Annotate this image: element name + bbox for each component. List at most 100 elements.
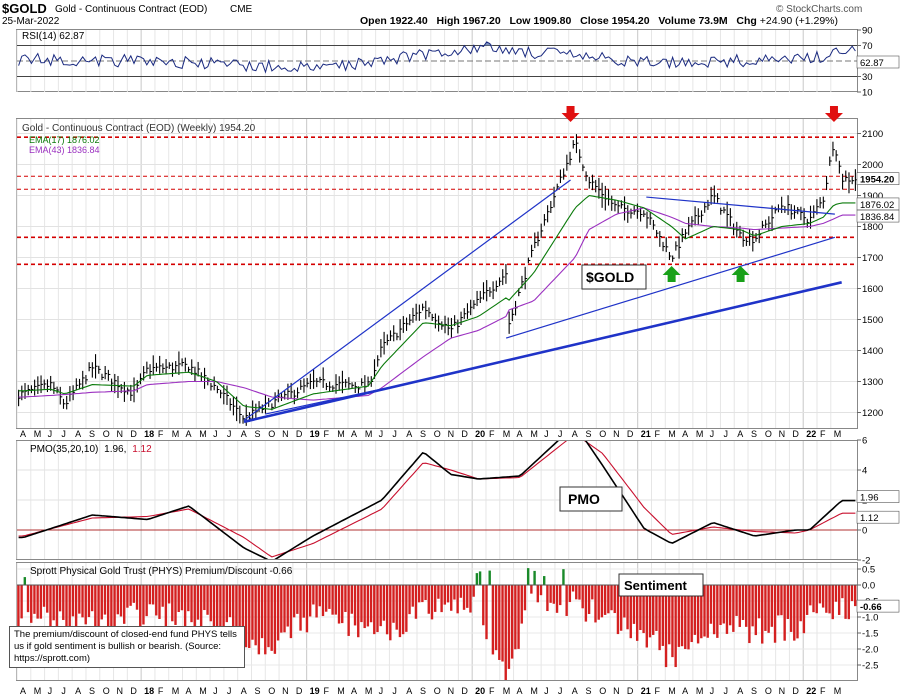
sentiment-bar: [302, 585, 305, 618]
sentiment-bar: [706, 585, 709, 638]
sentiment-bar: [196, 585, 200, 620]
sentiment-bar: [581, 585, 584, 609]
price-bar: [787, 195, 791, 216]
sentiment-bar: [732, 585, 735, 632]
sentiment-bar: [584, 585, 588, 622]
sentiment-bar: [23, 577, 27, 585]
price-bar: [377, 355, 380, 367]
sentiment-bar: [206, 585, 209, 615]
sentiment-bar: [507, 585, 511, 669]
sentiment-bar: [145, 585, 148, 617]
x-axis-label: N: [282, 429, 289, 439]
price-bar: [30, 385, 34, 394]
rsi-panel: [17, 41, 857, 77]
x-axis-label: N: [779, 686, 786, 696]
stockcharts-credit: © StockCharts.com: [776, 4, 863, 15]
x-axis-label: J: [710, 429, 715, 439]
x-axis-label: J: [544, 686, 549, 696]
sentiment-bar: [148, 585, 152, 605]
sentiment-bar: [440, 585, 443, 613]
price-bar: [415, 303, 419, 321]
x-axis-label: M: [696, 429, 704, 439]
price-bar: [447, 317, 451, 336]
sentiment-bar: [155, 585, 158, 616]
price-bar: [595, 179, 598, 193]
open-value: 1922.40: [389, 15, 428, 27]
x-axis-label: A: [517, 686, 523, 696]
sentiment-bar: [812, 585, 815, 613]
sentiment-bar: [703, 585, 706, 637]
price-bar: [258, 401, 262, 413]
x-axis-label: M: [172, 429, 180, 439]
sentiment-bar: [802, 585, 806, 634]
sentiment-bar: [312, 585, 315, 605]
sentiment-bar: [17, 585, 20, 629]
sentiment-bar: [126, 585, 129, 608]
price-bar: [829, 156, 832, 166]
sentiment-bar: [321, 585, 325, 617]
x-axis-label: S: [586, 429, 592, 439]
sentiment-bar: [539, 585, 543, 596]
price-bar: [591, 174, 595, 191]
price-bar: [72, 385, 76, 401]
price-bar: [91, 362, 95, 378]
sentiment-bar: [568, 585, 572, 603]
sentiment-bar: [571, 585, 575, 592]
price-bar: [94, 354, 98, 379]
x-axis-label: M: [503, 429, 511, 439]
price-bar: [40, 375, 44, 394]
pmo-legend-value: 1.96,: [104, 444, 126, 455]
sentiment-bar: [292, 585, 296, 618]
sentiment-bar: [847, 585, 850, 620]
price-bar: [643, 210, 646, 218]
sentiment-bar: [94, 585, 97, 627]
price-bar: [309, 373, 313, 390]
x-axis-label: D: [792, 686, 799, 696]
x-axis-label: J: [227, 686, 232, 696]
sentiment-bar: [764, 585, 767, 631]
sentiment-bar: [392, 585, 395, 623]
sentiment-bar: [809, 585, 812, 606]
price-value-tag: 1954.20: [860, 175, 894, 186]
sentiment-bar: [485, 585, 488, 640]
sentiment-bar: [853, 585, 857, 607]
sentiment-bar: [761, 585, 764, 644]
price-bar: [585, 171, 589, 182]
sentiment-panel: [17, 568, 857, 680]
price-bar: [351, 382, 355, 389]
price-bar: [428, 307, 431, 318]
price-axis-tick-label: 1600: [862, 284, 883, 295]
sentiment-bar: [680, 585, 684, 647]
sentiment-bar: [565, 585, 568, 616]
sentiment-bar: [106, 585, 110, 631]
x-axis-label: F: [654, 429, 660, 439]
x-axis-label: M: [199, 429, 207, 439]
sentiment-bar: [49, 585, 52, 628]
price-bar: [364, 375, 367, 394]
x-axis-label: N: [779, 429, 786, 439]
down-arrow-icon: [824, 106, 843, 122]
price-bar: [165, 359, 169, 374]
price-bar: [466, 303, 470, 319]
rsi-axis-tick-label: 30: [862, 72, 873, 83]
price-bar: [614, 199, 617, 212]
price-bar: [139, 373, 143, 385]
x-axis-label: A: [20, 429, 26, 439]
price-bar: [306, 378, 310, 388]
sentiment-bar: [81, 585, 84, 618]
sentiment-bar: [575, 585, 578, 600]
price-bar: [848, 172, 851, 194]
sentiment-bar: [366, 585, 370, 627]
price-bar: [611, 195, 614, 211]
sentiment-bar: [20, 585, 23, 619]
sentiment-axis-tick-label: 0.5: [862, 565, 875, 576]
price-bar: [694, 206, 698, 226]
sentiment-bar: [786, 585, 790, 619]
x-axis-label: O: [599, 686, 606, 696]
rsi-axis-tick-label: 10: [862, 88, 873, 99]
sentiment-bar: [209, 585, 212, 622]
x-axis-label: N: [448, 686, 455, 696]
sentiment-bar: [478, 571, 482, 585]
price-bar: [78, 378, 82, 390]
sentiment-bar: [437, 585, 440, 599]
